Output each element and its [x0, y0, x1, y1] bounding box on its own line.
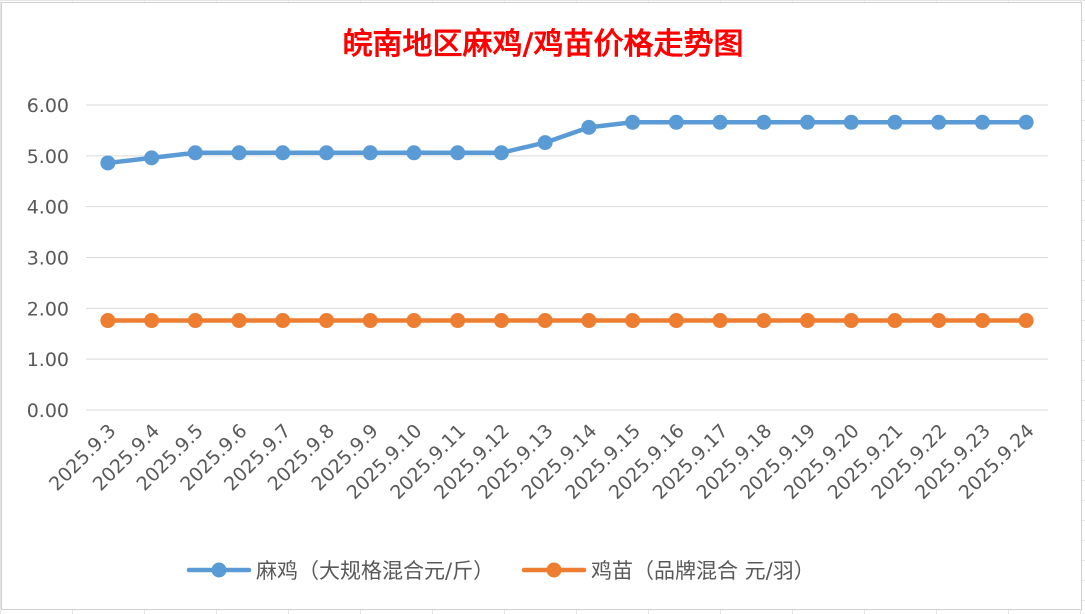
- data-point[interactable]: [275, 313, 291, 329]
- y-tick-label: 1.00: [27, 349, 69, 371]
- data-point[interactable]: [493, 313, 509, 329]
- data-point[interactable]: [625, 114, 641, 130]
- data-point[interactable]: [887, 313, 903, 329]
- y-tick-label: 2.00: [27, 298, 69, 320]
- data-point[interactable]: [537, 313, 553, 329]
- data-point[interactable]: [537, 135, 553, 151]
- legend-entry[interactable]: 麻鸡（大规格混合元/斤）: [186, 559, 494, 583]
- data-point[interactable]: [319, 145, 334, 161]
- data-point[interactable]: [275, 145, 291, 161]
- data-point[interactable]: [406, 145, 422, 161]
- data-point[interactable]: [450, 313, 466, 329]
- data-point[interactable]: [1018, 114, 1034, 130]
- data-point[interactable]: [144, 313, 160, 329]
- data-point[interactable]: [406, 313, 422, 329]
- data-point[interactable]: [100, 155, 116, 171]
- y-tick-label: 4.00: [27, 197, 69, 219]
- y-tick-label: 0.00: [27, 400, 69, 422]
- legend-entry[interactable]: 鸡苗（品牌混合 元/羽）: [521, 559, 815, 583]
- y-tick-label: 3.00: [27, 248, 69, 270]
- chart-title: 皖南地区麻鸡/鸡苗价格走势图: [343, 27, 744, 62]
- data-point[interactable]: [974, 313, 990, 329]
- legend-swatch-marker: [211, 562, 227, 578]
- data-point[interactable]: [362, 313, 378, 329]
- data-point[interactable]: [931, 313, 947, 329]
- y-tick-label: 5.00: [27, 146, 69, 168]
- series-line: [105, 120, 1029, 166]
- data-point[interactable]: [187, 313, 203, 329]
- y-axis-tick-labels: 0.00 1.00 2.00 3.00 4.00 5.00 6.00: [27, 95, 69, 422]
- data-point[interactable]: [581, 313, 597, 329]
- data-point[interactable]: [493, 145, 509, 161]
- data-point[interactable]: [843, 313, 859, 329]
- data-point[interactable]: [712, 313, 728, 329]
- data-point[interactable]: [231, 313, 247, 329]
- data-point[interactable]: [362, 145, 378, 161]
- data-point[interactable]: [450, 145, 466, 161]
- data-point[interactable]: [931, 114, 947, 130]
- y-gridlines: [86, 104, 1048, 411]
- data-point[interactable]: [581, 119, 597, 135]
- data-point[interactable]: [187, 145, 203, 161]
- data-point[interactable]: [800, 114, 815, 130]
- data-point[interactable]: [625, 313, 641, 329]
- data-point[interactable]: [800, 313, 815, 329]
- data-point[interactable]: [974, 114, 990, 130]
- series-2: [100, 313, 1034, 329]
- series-1: [100, 114, 1034, 171]
- x-axis-tick-labels: 2025.9.32025.9.42025.9.52025.9.62025.9.7…: [45, 420, 1039, 504]
- data-point[interactable]: [843, 114, 859, 130]
- data-point[interactable]: [319, 313, 334, 329]
- data-point[interactable]: [1018, 313, 1034, 329]
- y-tick-label: 6.00: [27, 95, 69, 117]
- legend-label: 麻鸡（大规格混合元/斤）: [256, 559, 494, 583]
- legend: 麻鸡（大规格混合元/斤） 鸡苗（品牌混合 元/羽）: [186, 559, 815, 583]
- data-point[interactable]: [668, 114, 684, 130]
- series-layer: [100, 114, 1034, 329]
- data-point[interactable]: [712, 114, 728, 130]
- legend-label: 鸡苗（品牌混合 元/羽）: [591, 559, 815, 583]
- legend-swatch-marker: [546, 562, 562, 578]
- data-point[interactable]: [756, 114, 772, 130]
- data-point[interactable]: [887, 114, 903, 130]
- data-point[interactable]: [668, 313, 684, 329]
- data-point[interactable]: [756, 313, 772, 329]
- data-point[interactable]: [144, 150, 160, 166]
- data-point[interactable]: [100, 313, 116, 329]
- data-point[interactable]: [231, 145, 247, 161]
